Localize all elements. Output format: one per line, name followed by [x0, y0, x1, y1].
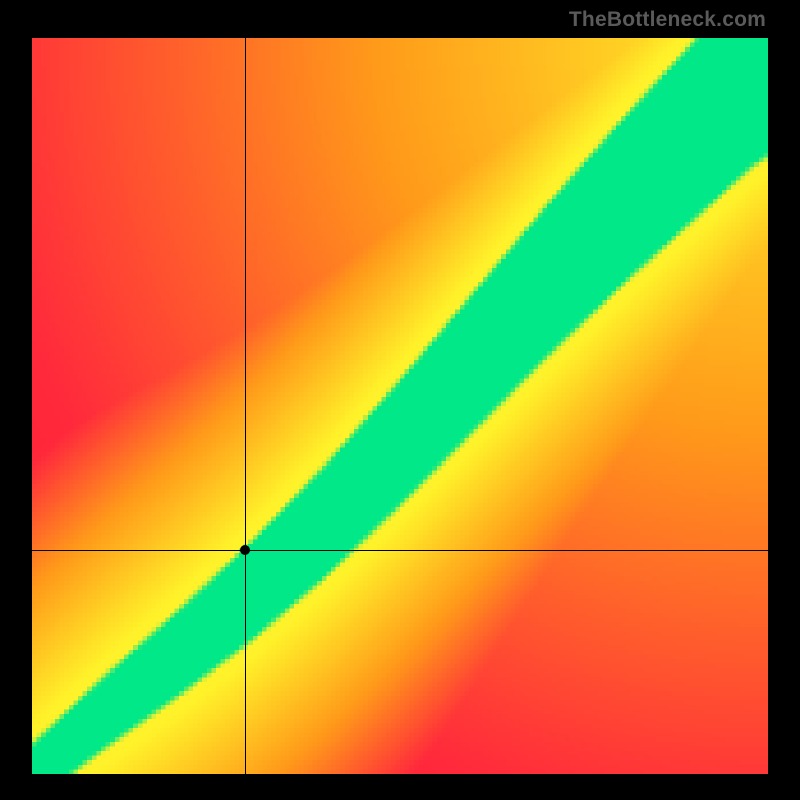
watermark-text: TheBottleneck.com — [569, 8, 766, 32]
datapoint-marker — [240, 545, 250, 555]
plot-area — [32, 38, 768, 774]
crosshair-vertical — [245, 38, 246, 774]
bottleneck-heatmap — [32, 38, 768, 774]
chart-frame: TheBottleneck.com — [0, 0, 800, 800]
crosshair-horizontal — [32, 550, 768, 551]
